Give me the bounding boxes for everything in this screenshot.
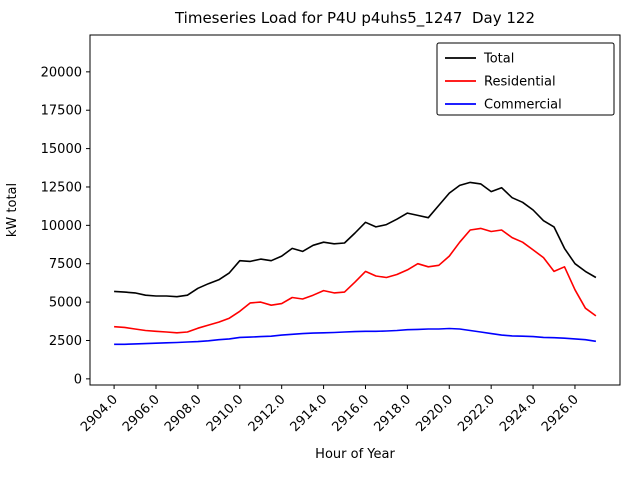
plot-area: 0 2500 5000 7500 10000 12500 15000 17500 20000 29… (41, 65, 597, 435)
x-axis-label: Hour of Year (315, 447, 395, 462)
x-tick-label: 2908.0 (162, 392, 205, 435)
y-axis-label: kW total (5, 183, 20, 237)
x-tick-label: 2910.0 (204, 392, 247, 435)
legend-frame (436, 42, 615, 116)
x-tick-label: 2920.0 (413, 392, 456, 435)
x-tick-label: 2906.0 (120, 392, 163, 435)
series-line-total (114, 181, 597, 298)
x-tick-label: 2924.0 (497, 392, 540, 435)
legend-label-total: Total (483, 52, 514, 67)
legend: Total Residential Commercial (436, 42, 615, 116)
y-tick-label: 15000 (41, 142, 82, 157)
y-tick-label: 5000 (49, 296, 82, 311)
x-tick-label: 2914.0 (288, 392, 331, 435)
y-tick-label: 0 (74, 372, 82, 387)
legend-label-residential: Residential (484, 75, 556, 90)
chart-title: Timeseries Load for P4U p4uhs5_1247 Day … (174, 9, 535, 28)
y-tick-label: 20000 (41, 65, 82, 80)
y-tick-label: 10000 (41, 219, 82, 234)
x-tick-label: 2916.0 (330, 392, 373, 435)
x-tick-label: 2904.0 (78, 392, 121, 435)
y-tick-label: 17500 (41, 104, 82, 119)
axes-frame (89, 34, 621, 386)
y-tick-label: 2500 (49, 334, 82, 349)
x-tick-label: 2926.0 (539, 392, 582, 435)
series-line-commercial (114, 327, 597, 346)
legend-label-commercial: Commercial (484, 98, 562, 113)
x-tick-label: 2922.0 (455, 392, 498, 435)
x-tick-label: 2912.0 (246, 392, 289, 435)
y-tick-label: 7500 (49, 257, 82, 272)
series-line-residential (114, 227, 597, 334)
x-tick-label: 2918.0 (371, 392, 414, 435)
y-tick-label: 12500 (41, 180, 82, 195)
